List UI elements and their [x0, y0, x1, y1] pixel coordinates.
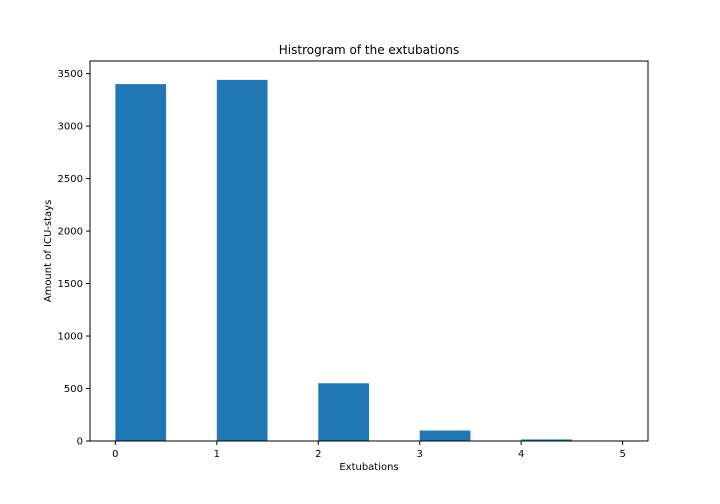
y-tick-label-6: 3000 — [58, 122, 83, 133]
y-tick-label-7: 3500 — [58, 69, 83, 80]
y-tick-label-3: 1500 — [58, 279, 83, 290]
y-tick-label-5: 2500 — [58, 174, 83, 185]
histogram-bar-3 — [419, 430, 471, 441]
y-tick-label-4: 2000 — [58, 227, 83, 238]
chart-title: Histrogram of the extubations — [279, 43, 459, 57]
x-tick-label-3: 3 — [417, 449, 423, 460]
x-tick-label-2: 2 — [315, 449, 321, 460]
histogram-bar-4 — [521, 439, 572, 441]
y-axis-ticks: 0 500 1000 1500 2000 2500 3000 3500 — [58, 69, 90, 448]
y-tick-label-2: 1000 — [58, 332, 83, 343]
histogram-bar-1 — [216, 79, 268, 442]
bars-group — [115, 79, 623, 442]
y-tick-label-0: 0 — [77, 437, 83, 448]
plot-frame — [89, 60, 649, 442]
x-axis-ticks: 0 1 2 3 4 5 — [112, 441, 626, 460]
histogram-bar-0 — [115, 84, 167, 441]
x-tick-label-0: 0 — [112, 449, 118, 460]
x-tick-label-1: 1 — [214, 449, 220, 460]
x-tick-label-4: 4 — [518, 449, 524, 460]
x-tick-label-5: 5 — [619, 449, 625, 460]
y-axis-label: Amount of ICU-stays — [43, 200, 54, 303]
x-axis-label: Extubations — [339, 462, 398, 473]
histogram-bar-2 — [318, 383, 369, 441]
y-tick-label-1: 500 — [64, 384, 83, 395]
